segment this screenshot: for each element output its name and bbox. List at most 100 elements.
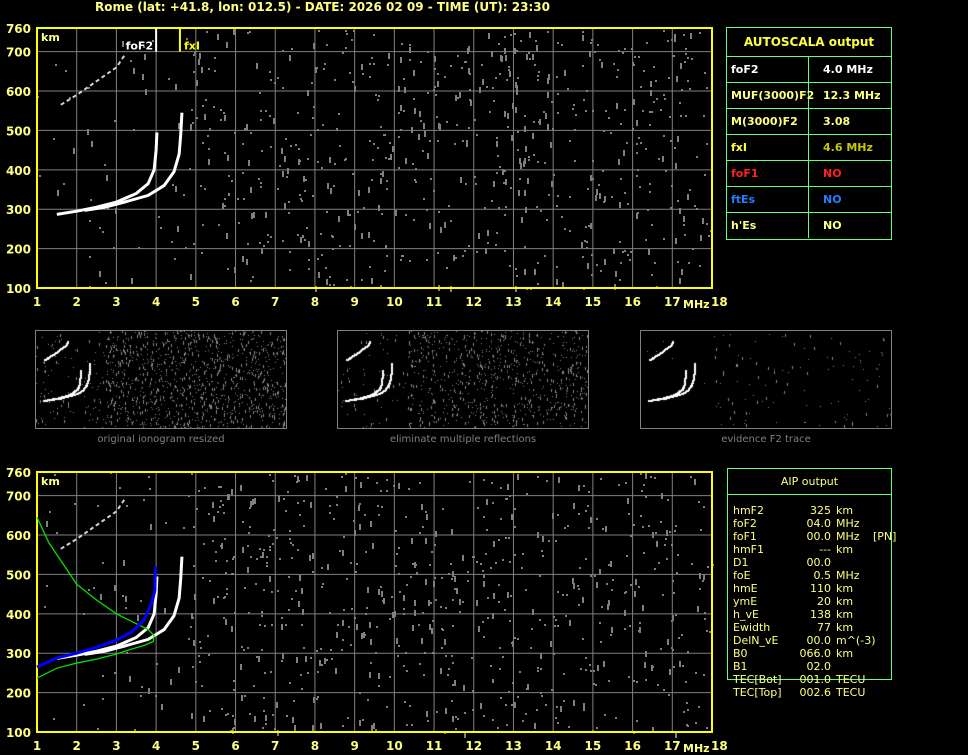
noise-pixel (261, 615, 263, 617)
noise-pixel (694, 479, 696, 485)
noise-pixel (488, 33, 490, 39)
noise-pixel (624, 628, 626, 630)
noise-pixel (225, 572, 227, 574)
noise-pixel (525, 589, 527, 591)
noise-pixel (282, 240, 284, 242)
noise-pixel (672, 649, 674, 651)
noise-pixel (212, 502, 214, 508)
noise-pixel (560, 706, 562, 712)
noise-pixel (398, 136, 400, 138)
noise-pixel (542, 536, 544, 542)
noise-pixel (270, 671, 272, 673)
noise-pixel (233, 680, 235, 682)
noise-pixel (373, 723, 375, 729)
noise-pixel (474, 119, 476, 121)
noise-pixel (353, 520, 355, 522)
noise-pixel (403, 608, 405, 610)
noise-pixel (444, 222, 446, 228)
noise-pixel (706, 630, 708, 632)
noise-pixel (188, 638, 190, 640)
noise-pixel (558, 477, 560, 483)
noise-pixel (357, 211, 359, 213)
noise-pixel (448, 205, 450, 207)
noise-pixel (345, 30, 347, 32)
noise-pixel (208, 513, 210, 515)
noise-pixel (125, 607, 127, 609)
noise-pixel (583, 709, 585, 711)
noise-pixel (546, 219, 548, 221)
noise-pixel (283, 498, 285, 500)
noise-pixel (593, 683, 595, 685)
noise-pixel (623, 150, 625, 156)
noise-pixel (562, 282, 564, 288)
noise-pixel (674, 36, 676, 42)
noise-pixel (567, 525, 569, 527)
noise-pixel (309, 555, 311, 561)
noise-pixel (292, 544, 294, 546)
x-tick-label: 2 (73, 739, 81, 753)
noise-pixel (587, 505, 589, 507)
ionogram-trace (60, 55, 126, 106)
noise-pixel (476, 561, 478, 563)
noise-pixel (582, 35, 584, 41)
noise-pixel (134, 729, 136, 731)
x-tick-label: 17 (664, 739, 681, 753)
noise-pixel (269, 549, 271, 551)
noise-pixel (588, 225, 590, 227)
noise-pixel (695, 672, 697, 674)
noise-pixel (46, 521, 48, 527)
noise-pixel (228, 175, 230, 177)
noise-pixel (577, 585, 579, 587)
noise-pixel (451, 529, 453, 535)
noise-pixel (588, 527, 590, 529)
noise-pixel (438, 123, 440, 129)
noise-pixel (427, 153, 429, 159)
noise-pixel (651, 665, 653, 671)
noise-pixel (538, 121, 540, 123)
param-value: --- (819, 543, 831, 556)
noise-pixel (355, 571, 357, 573)
noise-pixel (499, 668, 501, 670)
noise-pixel (199, 641, 201, 643)
param-value: 4.0 MHz (823, 63, 873, 76)
noise-pixel (557, 722, 559, 724)
noise-pixel (331, 235, 333, 237)
noise-pixel (476, 600, 478, 606)
noise-pixel (329, 512, 331, 514)
noise-pixel (590, 223, 592, 229)
noise-pixel (511, 135, 513, 141)
noise-pixel (647, 209, 649, 211)
thumbnail-no-multiple (337, 330, 589, 429)
noise-pixel (637, 212, 639, 214)
noise-pixel (679, 661, 681, 667)
noise-pixel (279, 165, 281, 167)
noise-pixel (196, 117, 198, 119)
noise-pixel (636, 175, 638, 177)
x-tick-label: 9 (350, 295, 358, 309)
param-value: 00.0 (806, 556, 832, 569)
param-name: foE (733, 569, 751, 582)
param-value: 066.0 (799, 647, 832, 660)
noise-pixel (528, 156, 530, 158)
noise-pixel (421, 638, 423, 644)
x-tick-label: 7 (271, 295, 279, 309)
noise-pixel (261, 649, 263, 651)
noise-pixel (441, 628, 443, 630)
noise-pixel (626, 142, 628, 144)
noise-pixel (174, 258, 176, 260)
noise-pixel (491, 482, 493, 484)
noise-pixel (317, 258, 319, 260)
noise-pixel (699, 588, 701, 590)
noise-pixel (640, 86, 642, 88)
noise-pixel (342, 620, 344, 626)
noise-pixel (342, 725, 344, 727)
noise-pixel (303, 647, 305, 649)
noise-pixel (597, 44, 599, 46)
noise-pixel (192, 122, 194, 124)
noise-pixel (312, 553, 314, 559)
noise-pixel (466, 145, 468, 147)
noise-pixel (221, 543, 223, 549)
noise-pixel (322, 583, 324, 585)
noise-pixel (289, 251, 291, 253)
noise-pixel (544, 162, 546, 164)
